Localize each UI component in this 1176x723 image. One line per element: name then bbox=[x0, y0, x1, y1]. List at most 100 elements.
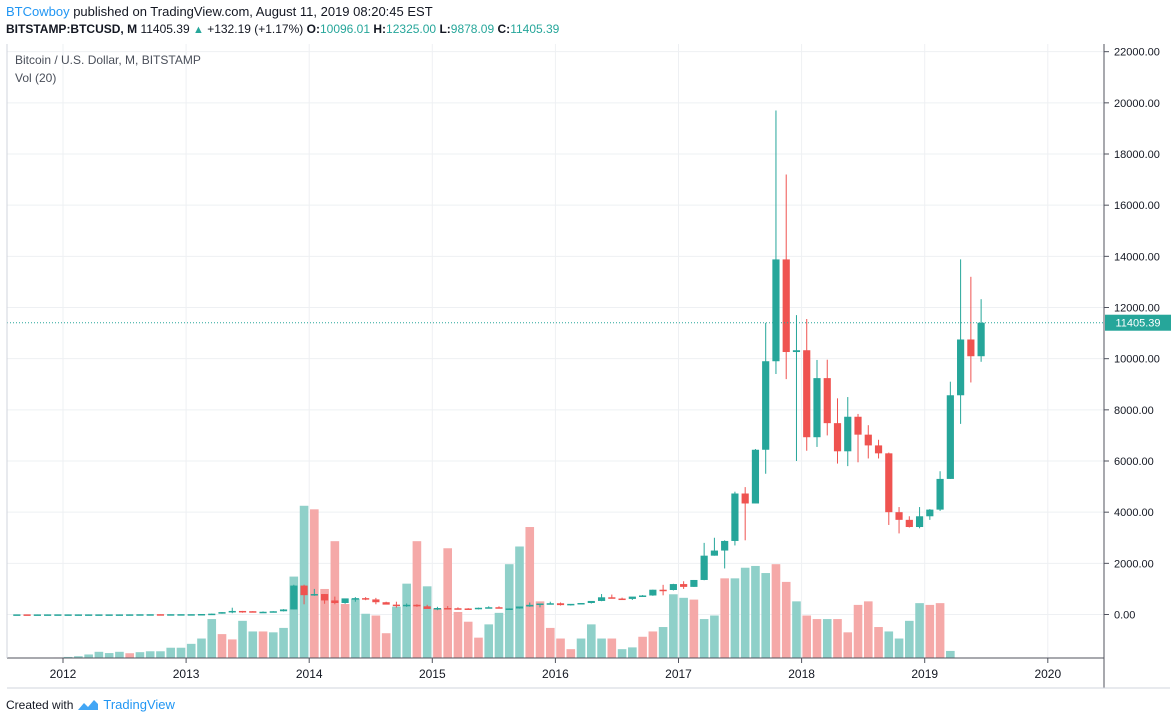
candle-body bbox=[741, 493, 749, 504]
volume-bar bbox=[217, 634, 227, 658]
volume-bar bbox=[566, 649, 576, 658]
up-arrow-icon: ▲ bbox=[192, 24, 204, 36]
candle-body bbox=[249, 611, 257, 613]
candle-body bbox=[680, 584, 688, 587]
candle-body bbox=[218, 612, 226, 614]
volume-bar bbox=[699, 619, 709, 658]
symbol-label: BITSTAMP:BTCUSD, M bbox=[6, 22, 138, 36]
candle-body bbox=[23, 614, 31, 616]
volume-bar bbox=[320, 588, 329, 658]
candle-body bbox=[526, 604, 534, 607]
last-price-label: 11405.39 bbox=[1115, 318, 1160, 330]
candle-body bbox=[105, 614, 113, 616]
volume-bar bbox=[422, 586, 432, 658]
close-value: 11405.39 bbox=[510, 22, 560, 36]
y-tick-label: 2000.00 bbox=[1114, 558, 1154, 570]
volume-bar bbox=[279, 627, 288, 658]
candle-body bbox=[608, 597, 616, 599]
candle-body bbox=[423, 606, 431, 609]
volume-bar bbox=[617, 649, 627, 658]
volume-bar bbox=[453, 611, 463, 658]
volume-bar bbox=[884, 631, 894, 658]
author-link[interactable]: BTCowboy bbox=[6, 4, 70, 19]
candle-body bbox=[762, 361, 770, 450]
tradingview-link[interactable]: TradingView bbox=[103, 697, 175, 712]
tradingview-logo-icon bbox=[78, 699, 99, 710]
candle-body bbox=[403, 604, 411, 607]
candle-body bbox=[505, 608, 513, 610]
x-tick-label: 2016 bbox=[542, 667, 569, 681]
y-tick-label: 16000.00 bbox=[1114, 200, 1160, 212]
candle-body bbox=[649, 589, 657, 596]
candle-body bbox=[444, 608, 452, 610]
candle-body bbox=[474, 607, 483, 610]
candle-body bbox=[803, 350, 811, 438]
x-tick-label: 2020 bbox=[1034, 667, 1061, 681]
volume-bar bbox=[658, 627, 668, 658]
candle-body bbox=[905, 519, 913, 528]
volume-bar bbox=[392, 606, 401, 658]
y-tick-label: 8000.00 bbox=[1114, 405, 1154, 417]
candle-body bbox=[639, 595, 647, 597]
volume-bar bbox=[781, 581, 791, 658]
candle-body bbox=[813, 378, 821, 438]
candle-body bbox=[485, 607, 493, 609]
candle-body bbox=[95, 614, 103, 616]
candle-body bbox=[279, 609, 288, 612]
y-tick-label: 14000.00 bbox=[1114, 251, 1160, 263]
volume-bar bbox=[946, 650, 955, 658]
volume-bar bbox=[381, 633, 391, 658]
candle-body bbox=[156, 614, 165, 616]
footer: Created with TradingView bbox=[6, 697, 175, 712]
candle-body bbox=[341, 598, 349, 603]
volume-bar bbox=[833, 619, 842, 658]
volume-bar bbox=[792, 601, 801, 658]
candle-body bbox=[967, 339, 975, 357]
last-price-tag bbox=[1105, 314, 1171, 331]
candle-body bbox=[823, 378, 831, 424]
candle-body bbox=[936, 478, 944, 510]
chart-axes: 0.00 2000.00 4000.00 6000.00 8000.00 10000.00… bbox=[6, 44, 1171, 689]
candle-body bbox=[977, 322, 985, 357]
candle-body bbox=[392, 604, 400, 607]
volume-bar bbox=[74, 656, 83, 658]
volume-bar bbox=[638, 636, 647, 658]
candle-body bbox=[957, 339, 965, 396]
volume-bar bbox=[238, 620, 247, 658]
close-label: C: bbox=[497, 22, 511, 36]
candle-body bbox=[382, 602, 390, 605]
candle-body bbox=[290, 585, 298, 610]
candle-body bbox=[146, 614, 154, 616]
candle-body bbox=[433, 608, 442, 610]
candle-body bbox=[413, 604, 421, 607]
candle-body bbox=[54, 614, 62, 616]
candle-body bbox=[751, 449, 760, 504]
volume-bar bbox=[843, 632, 853, 658]
candle-body bbox=[946, 395, 954, 479]
volume-bar bbox=[586, 624, 596, 658]
candle-body bbox=[126, 614, 134, 616]
published-text: published on TradingView.com, August 11,… bbox=[73, 4, 433, 19]
volume-bar bbox=[433, 608, 442, 658]
volume-bars bbox=[43, 505, 955, 658]
last-price: 11405.39 bbox=[140, 22, 190, 36]
candle-body bbox=[864, 434, 872, 446]
volume-bar bbox=[104, 653, 114, 658]
volume-bar bbox=[935, 603, 945, 658]
volume-bar bbox=[679, 597, 688, 658]
candle-body bbox=[320, 594, 329, 601]
volume-legend: Vol (20) bbox=[15, 71, 57, 85]
candle-body bbox=[13, 614, 21, 616]
volume-bar bbox=[115, 651, 124, 658]
candle-body bbox=[874, 445, 883, 454]
volume-bar bbox=[863, 601, 873, 658]
volume-bar bbox=[412, 541, 422, 658]
candle-body bbox=[64, 614, 72, 616]
candle-body bbox=[833, 423, 842, 452]
candle-body bbox=[197, 613, 206, 616]
volume-bar bbox=[402, 583, 411, 658]
candle-body bbox=[926, 509, 934, 517]
volume-bar bbox=[545, 627, 555, 658]
volume-bar bbox=[812, 619, 822, 658]
